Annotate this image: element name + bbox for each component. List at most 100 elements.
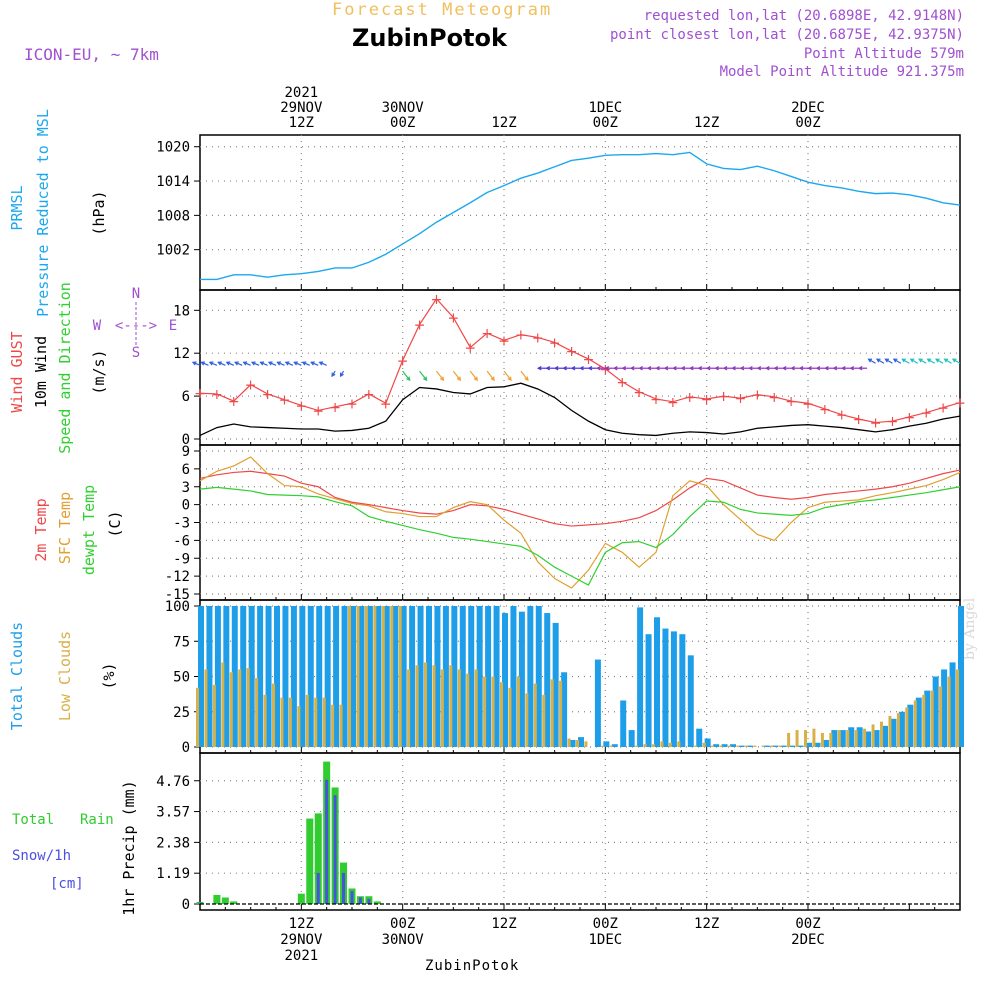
- gust-point: +: [701, 392, 713, 408]
- y-tick-label: 2.38: [156, 835, 190, 851]
- total-cloud-bar: [485, 606, 492, 747]
- low-cloud-bar: [930, 690, 934, 747]
- gust-point: +: [211, 387, 223, 403]
- total-cloud-bar: [350, 606, 356, 747]
- gust-point: +: [498, 333, 510, 349]
- gust-point: +: [954, 396, 966, 412]
- wind-arrow-head: [722, 366, 728, 371]
- wind-arrow-head: [318, 361, 324, 366]
- total-cloud-bar: [856, 727, 863, 747]
- total-cloud-bar: [738, 745, 745, 747]
- gust-point: +: [532, 330, 544, 346]
- wind-arrow-head: [507, 376, 512, 382]
- low-cloud-bar: [221, 662, 225, 747]
- low-cloud-bar: [204, 669, 208, 747]
- wind-arrow-head: [250, 361, 256, 366]
- bottom-time-label: 30NOV: [382, 932, 425, 948]
- snow-bar: [198, 902, 202, 904]
- y-tick-label: 0: [182, 740, 190, 756]
- low-cloud-bar: [896, 713, 900, 747]
- total-cloud-bar: [611, 744, 618, 747]
- top-time-label: 12Z: [289, 115, 314, 131]
- low-cloud-bar: [787, 732, 791, 747]
- low-cloud-bar: [947, 676, 951, 747]
- low-cloud-bar: [364, 606, 368, 747]
- wind-arrow-head: [638, 366, 643, 371]
- gust-point: +: [346, 396, 358, 412]
- gust-point: +: [937, 401, 949, 417]
- gust-point: +: [751, 388, 763, 404]
- total-cloud-bar: [662, 628, 669, 747]
- wind-direction-arrow: [935, 358, 944, 364]
- wind-direction-arrow: [294, 361, 302, 366]
- total-cloud-bar: [324, 606, 331, 747]
- gust-point: +: [194, 386, 206, 402]
- total-cloud-bar: [882, 725, 888, 747]
- wind-arrow-head: [824, 366, 829, 371]
- total-cloud-bar: [223, 606, 230, 747]
- wind-arrow-head: [339, 372, 344, 378]
- wind-arrow-head: [570, 366, 576, 371]
- wind-direction-arrow: [486, 370, 495, 381]
- total-cloud-bar: [535, 606, 542, 747]
- temp-unit-label: (C): [106, 510, 124, 537]
- low-cloud-bar: [432, 665, 436, 747]
- wind-direction-arrow: [277, 361, 285, 366]
- footer-station-name: ZubinPotok: [425, 958, 520, 974]
- low-cloud-bar: [567, 738, 571, 747]
- low-cloud-bar: [660, 741, 664, 747]
- total-cloud-bar: [307, 606, 314, 747]
- wind-direction-arrow: [260, 361, 268, 366]
- total-cloud-bar: [417, 606, 424, 747]
- gust-point: +: [684, 390, 696, 406]
- total-cloud-bar: [958, 606, 964, 747]
- y-tick-label: 1008: [156, 208, 190, 224]
- wind-arrow-head: [587, 366, 593, 371]
- gust-point: +: [583, 352, 595, 368]
- low-cloud-bar: [297, 706, 301, 747]
- wind-10m-label: 10m Wind: [32, 336, 50, 408]
- low-cloud-bar: [246, 668, 250, 747]
- gust-point: +: [549, 335, 561, 351]
- wind-direction-arrow: [520, 370, 529, 381]
- temp2m-line: [199, 469, 961, 527]
- wind-arrow-head: [301, 361, 307, 366]
- gust-point: +: [329, 400, 341, 416]
- low-cloud-bar: [542, 694, 546, 747]
- low-cloud-bar: [305, 694, 309, 747]
- low-cloud-bar: [812, 728, 816, 747]
- rain-bar: [306, 818, 314, 904]
- low-cloud-bar: [500, 682, 503, 747]
- top-time-label: 00Z: [593, 115, 618, 131]
- total-cloud-bar: [400, 606, 407, 747]
- low-cloud-bar: [238, 669, 242, 747]
- total-cloud-bar: [848, 727, 855, 747]
- gust-point: +: [397, 353, 409, 369]
- total-cloud-bar: [721, 744, 728, 747]
- total-cloud-bar: [789, 745, 796, 747]
- total-cloud-bar: [231, 606, 238, 747]
- low-cloud-bar: [508, 687, 512, 747]
- total-cloud-bar: [459, 606, 466, 747]
- wind-direction-arrow: [268, 361, 277, 366]
- wind-direction-arrow: [885, 358, 893, 364]
- total-cloud-bar: [290, 606, 297, 747]
- wind-direction-arrow: [192, 361, 201, 366]
- wind-arrow-head: [406, 376, 411, 382]
- wind-arrow-head: [646, 366, 652, 371]
- snow-bar: [367, 898, 371, 904]
- total-cloud-bar: [763, 745, 770, 747]
- wind-direction-arrow: [302, 361, 311, 366]
- wind-arrow-head: [612, 366, 618, 371]
- low-cloud-bar: [533, 683, 537, 747]
- total-cloud-bar: [333, 606, 340, 747]
- total-cloud-bar: [518, 611, 525, 747]
- low-cloud-bar: [744, 745, 748, 747]
- pressure-unit-label: (hPa): [90, 190, 108, 235]
- wind-arrow-head: [739, 366, 745, 371]
- wind-direction-arrow: [952, 358, 961, 364]
- wind-arrow-head: [242, 361, 248, 366]
- low-cloud-bar: [711, 745, 715, 747]
- gust-point: +: [431, 292, 443, 308]
- wind-arrow-head: [840, 366, 846, 371]
